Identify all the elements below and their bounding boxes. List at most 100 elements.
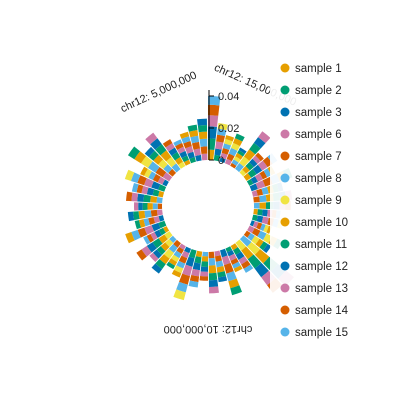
bar-segment xyxy=(152,238,163,249)
bar-segment xyxy=(148,150,159,161)
bar-segment xyxy=(151,222,161,232)
bar-segment xyxy=(189,274,200,283)
bar-segment xyxy=(230,162,237,169)
bar-segment xyxy=(199,138,208,147)
bar-segment xyxy=(153,154,164,165)
bar-segment xyxy=(188,130,199,138)
bar-segment xyxy=(141,245,152,257)
bar-segment xyxy=(223,262,234,274)
bar-segment xyxy=(165,143,175,152)
bar-segment xyxy=(225,246,233,253)
bar-segment xyxy=(214,255,222,262)
legend-label: sample 3 xyxy=(295,107,342,119)
bar-segment xyxy=(262,243,272,254)
legend-label: sample 11 xyxy=(295,239,347,251)
bar-segment xyxy=(247,254,262,269)
bar-segment xyxy=(239,169,247,177)
bar-segment xyxy=(226,271,237,282)
bar-segment xyxy=(199,276,208,281)
bar-segment xyxy=(246,178,254,186)
bar-segment xyxy=(231,159,239,166)
bar-segment xyxy=(164,231,173,240)
bar-segment xyxy=(143,218,150,227)
bar-segment xyxy=(235,251,245,260)
bar-segment xyxy=(182,264,193,277)
bar-segment xyxy=(138,202,143,211)
bar-segment xyxy=(254,262,269,278)
bar-segment xyxy=(140,156,153,168)
bar-segment xyxy=(181,250,190,259)
bar-segment xyxy=(173,250,182,259)
bar-segment xyxy=(233,247,242,255)
bar-segment xyxy=(239,235,252,247)
bar-segment xyxy=(195,154,202,162)
bar-segment xyxy=(243,149,256,161)
bar-segment xyxy=(136,184,144,194)
radial-tick-label-002: 0.02 xyxy=(218,123,239,135)
bar-segment xyxy=(177,146,186,154)
bar-segment xyxy=(163,226,170,233)
bar-segment xyxy=(225,135,235,142)
bar-segment xyxy=(162,179,169,187)
bar-segment xyxy=(151,181,161,190)
bar-segment xyxy=(183,159,191,166)
bar-segment xyxy=(147,161,160,173)
bar-segment xyxy=(198,131,208,140)
bar-segment xyxy=(255,180,266,190)
bar-segment xyxy=(217,123,228,131)
bar-segment xyxy=(150,138,162,150)
bar-segment xyxy=(202,251,208,257)
bar-segment xyxy=(226,249,235,257)
bar-segment xyxy=(230,243,238,251)
bar-segment xyxy=(146,234,154,243)
bar-segment xyxy=(133,211,140,221)
bar-segment xyxy=(131,182,139,193)
bar-segment xyxy=(208,104,220,116)
bar-segment xyxy=(253,196,260,203)
bar-segment xyxy=(208,115,219,127)
bar-segment xyxy=(156,209,163,216)
bar-segment xyxy=(247,225,255,234)
bar-segment xyxy=(190,135,200,144)
bar-segment xyxy=(217,275,228,283)
bar-segment xyxy=(189,156,197,164)
bar-segment xyxy=(156,246,166,256)
bar-segment xyxy=(232,261,241,269)
bar-segment xyxy=(252,155,261,165)
bar-segment xyxy=(251,227,261,237)
bar-segment xyxy=(221,255,231,266)
bar-segment xyxy=(173,265,184,274)
bar-segment xyxy=(243,230,251,238)
bar-segment xyxy=(228,253,237,261)
bar-segment xyxy=(197,118,207,126)
legend-label: sample 2 xyxy=(295,85,342,97)
bar-segment xyxy=(257,230,267,240)
bar-segment xyxy=(158,220,167,229)
bar-segment xyxy=(151,263,163,274)
bar-segment xyxy=(173,239,181,248)
bar-segment xyxy=(243,264,254,273)
legend-label: sample 1 xyxy=(295,63,342,75)
bar-segment xyxy=(159,254,170,265)
bar-segment xyxy=(127,146,141,160)
bar-segment xyxy=(237,150,245,157)
bar-segment xyxy=(148,217,156,225)
bar-segment xyxy=(137,227,148,238)
bar-segment xyxy=(144,225,155,235)
bar-segment xyxy=(157,203,163,210)
bar-segment xyxy=(178,161,186,169)
bar-segment xyxy=(200,146,208,155)
bar-segment xyxy=(124,169,135,181)
bar-segment xyxy=(208,96,221,106)
bar-segment xyxy=(143,235,151,245)
bar-segment xyxy=(155,259,166,270)
bar-segment xyxy=(136,249,147,261)
bar-segment xyxy=(179,150,188,159)
bar-segment xyxy=(146,187,155,196)
bar-segment xyxy=(251,235,260,245)
bar-segment xyxy=(140,166,148,176)
bar-segment xyxy=(230,285,243,296)
bar-segment xyxy=(126,191,133,202)
bar-segment xyxy=(150,209,158,217)
bar-segment xyxy=(158,184,167,192)
